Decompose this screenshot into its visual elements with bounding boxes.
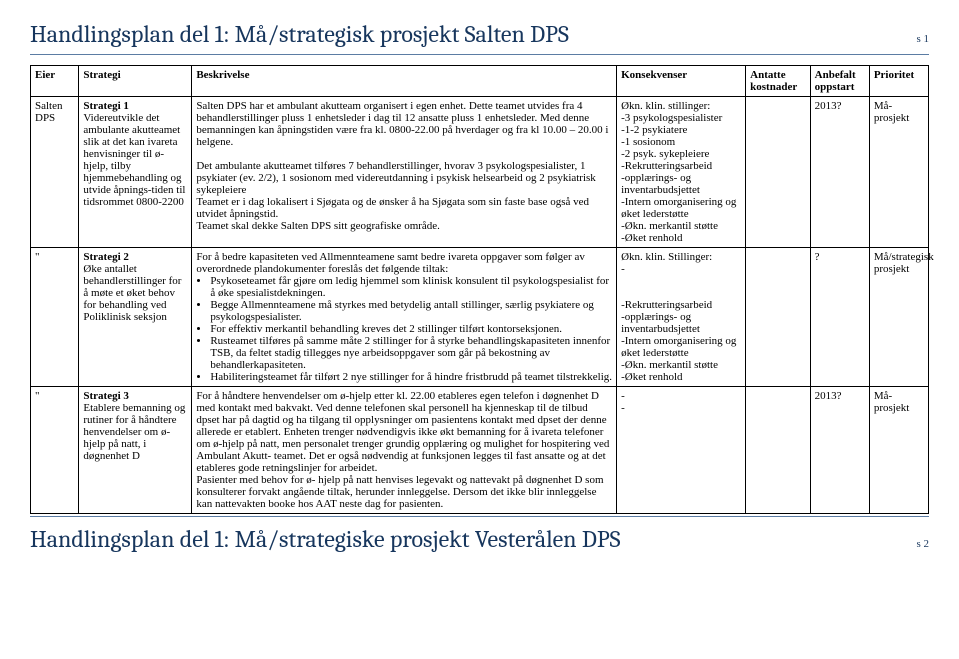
col-anbefalt: Anbefalt oppstart: [810, 66, 869, 97]
col-strategi: Strategi: [79, 66, 192, 97]
cell-strategi: Strategi 2 Øke antallet behandlerstillin…: [79, 248, 192, 387]
konsekvens-line: -3 psykologspesialister: [621, 112, 722, 124]
konsekvens-line: -: [621, 263, 625, 275]
konsekvens-line: -1 sosionom: [621, 136, 675, 148]
cell-beskrivelse: For å håndtere henvendelser om ø-hjelp e…: [192, 387, 617, 514]
col-konsekvenser: Konsekvenser: [617, 66, 746, 97]
konsekvens-lead: Økn. klin. Stillinger:: [621, 251, 712, 263]
cell-antatte: [746, 387, 811, 514]
strategi-title: Strategi 3: [83, 390, 129, 402]
konsekvens-line: -Øket renhold: [621, 371, 682, 383]
beskrivelse-lead: For å bedre kapasiteten ved Allmennteame…: [196, 251, 585, 275]
list-item: Habiliteringsteamet får tilført 2 nye st…: [210, 371, 612, 383]
konsekvens-line: -Økn. merkantil støtte: [621, 220, 718, 232]
plan-table: Eier Strategi Beskrivelse Konsekvenser A…: [30, 65, 929, 514]
col-eier: Eier: [31, 66, 79, 97]
strategi-body: Videreutvikle det ambulante akutteamet s…: [83, 112, 185, 208]
list-item: Rusteamet tilføres på samme måte 2 still…: [210, 335, 612, 371]
beskrivelse-p: Teamet er i dag lokalisert i Sjøgata og …: [196, 196, 589, 220]
cell-antatte: [746, 97, 811, 248]
table-header-row: Eier Strategi Beskrivelse Konsekvenser A…: [31, 66, 929, 97]
col-prioritet: Prioritet: [869, 66, 928, 97]
konsekvens-line: -Rekrutteringsarbeid: [621, 160, 712, 172]
cell-beskrivelse: For å bedre kapasiteten ved Allmennteame…: [192, 248, 617, 387]
beskrivelse-p: Det ambulante akutteamet tilføres 7 beha…: [196, 160, 596, 196]
cell-prioritet: Må-prosjekt: [869, 97, 928, 248]
footer-page-number: s 2: [916, 538, 929, 550]
cell-konsekvenser: - -: [617, 387, 746, 514]
konsekvens-lead: Økn. klin. stillinger:: [621, 100, 710, 112]
konsekvens-line: -1-2 psykiatere: [621, 124, 687, 136]
cell-antatte: [746, 248, 811, 387]
beskrivelse-p: For å håndtere henvendelser om ø-hjelp e…: [196, 390, 609, 474]
beskrivelse-p: Salten DPS har et ambulant akutteam orga…: [196, 100, 608, 148]
cell-strategi: Strategi 3 Etablere bemanning og rutiner…: [79, 387, 192, 514]
cell-anbefalt: 2013?: [810, 97, 869, 248]
beskrivelse-p: Pasienter med behov for ø- hjelp på natt…: [196, 474, 603, 510]
title-rule: [30, 54, 929, 55]
table-row: Salten DPS Strategi 1 Videreutvikle det …: [31, 97, 929, 248]
konsekvens-line: -Intern omorganisering og øket lederstøt…: [621, 196, 736, 220]
konsekvens-line: -Intern omorganisering og øket lederstøt…: [621, 335, 736, 359]
konsekvens-line: -Rekrutteringsarbeid: [621, 299, 712, 311]
footer-title: Handlingsplan del 1: Må/strategiske pros…: [30, 525, 621, 553]
col-antatte: Antatte kostnader: [746, 66, 811, 97]
col-beskrivelse: Beskrivelse: [192, 66, 617, 97]
table-row: " Strategi 2 Øke antallet behandlerstill…: [31, 248, 929, 387]
konsekvens-line: -: [621, 390, 625, 402]
konsekvens-line: -Økn. merkantil støtte: [621, 359, 718, 371]
strategi-title: Strategi 1: [83, 100, 129, 112]
cell-eier: ": [31, 387, 79, 514]
cell-konsekvenser: Økn. klin. Stillinger: - -Rekrutteringsa…: [617, 248, 746, 387]
list-item: Psykoseteamet får gjøre om ledig hjemmel…: [210, 275, 612, 299]
cell-anbefalt: ?: [810, 248, 869, 387]
table-row: " Strategi 3 Etablere bemanning og rutin…: [31, 387, 929, 514]
cell-anbefalt: 2013?: [810, 387, 869, 514]
cell-prioritet: Må/strategisk prosjekt: [869, 248, 928, 387]
strategi-body: Øke antallet behandlerstillinger for å m…: [83, 263, 181, 323]
strategi-body: Etablere bemanning og rutiner for å hånd…: [83, 402, 185, 462]
konsekvens-line: -opplærings- og inventarbudsjettet: [621, 311, 700, 335]
page-title: Handlingsplan del 1: Må/strategisk prosj…: [30, 20, 569, 48]
cell-konsekvenser: Økn. klin. stillinger: -3 psykologspesia…: [617, 97, 746, 248]
page-number: s 1: [916, 33, 929, 45]
beskrivelse-list: Psykoseteamet får gjøre om ledig hjemmel…: [210, 275, 612, 383]
footer-rule: [30, 516, 929, 517]
cell-eier: Salten DPS: [31, 97, 79, 248]
cell-eier: ": [31, 248, 79, 387]
konsekvens-line: -2 psyk. sykepleiere: [621, 148, 709, 160]
list-item: For effektiv merkantil behandling kreves…: [210, 323, 612, 335]
konsekvens-line: -Øket renhold: [621, 232, 682, 244]
cell-strategi: Strategi 1 Videreutvikle det ambulante a…: [79, 97, 192, 248]
list-item: Begge Allmennteamene må styrkes med bety…: [210, 299, 612, 323]
cell-prioritet: Må-prosjekt: [869, 387, 928, 514]
beskrivelse-p: Teamet skal dekke Salten DPS sitt geogra…: [196, 220, 440, 232]
cell-beskrivelse: Salten DPS har et ambulant akutteam orga…: [192, 97, 617, 248]
konsekvens-line: -: [621, 402, 625, 414]
konsekvens-line: -opplærings- og inventarbudsjettet: [621, 172, 700, 196]
strategi-title: Strategi 2: [83, 251, 129, 263]
